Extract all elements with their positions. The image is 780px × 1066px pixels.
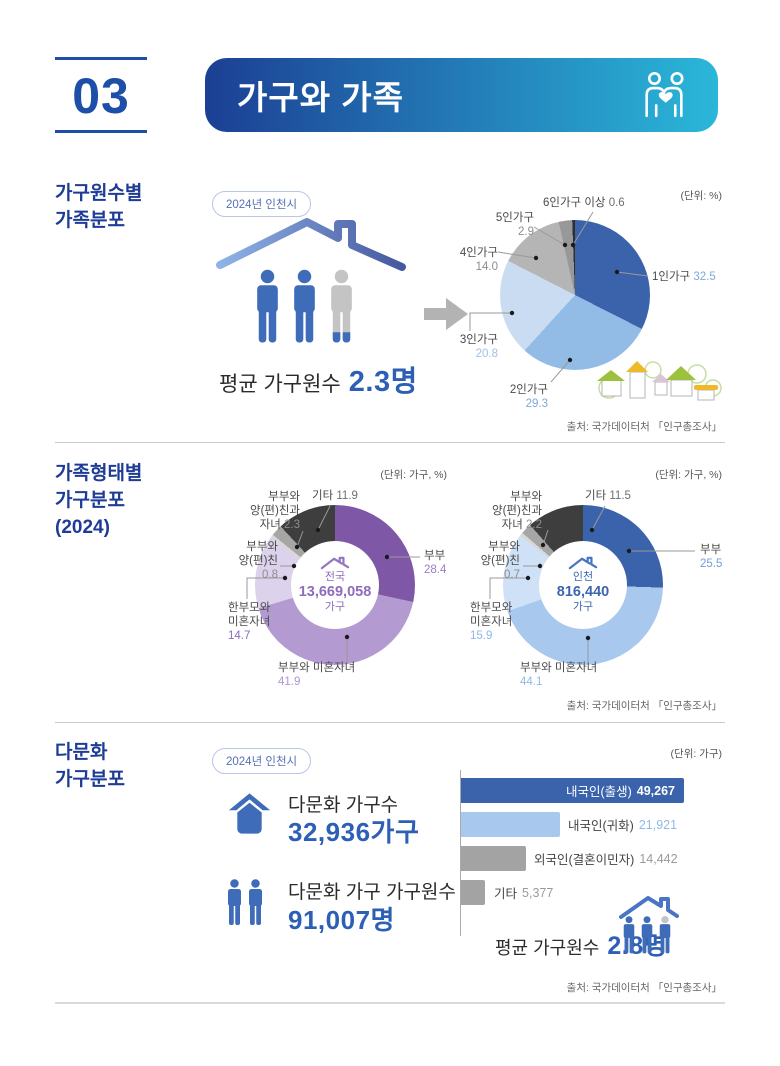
divider [55,1002,725,1004]
multicultural-members-label: 다문화 가구 가구원수 [288,882,456,903]
bar-label-foreign-marriage: 외국인(결혼이민자) 14,442 [534,851,678,868]
pie-label-2: 2인가구 29.3 [509,384,548,410]
section-number: 03 [72,68,130,124]
donut2-label-single-parent: 한부모와 미혼자녀 15.9 [470,602,513,642]
pie-label-3: 3인가구 20.8 [459,334,498,360]
section3-unit: (단위: 가구) [670,748,722,760]
avg-label: 평균 가구원수 [219,373,341,396]
bar-chart-axis [460,770,461,936]
section1-year-badge: 2024년 인천시 [212,191,312,217]
person-blue-icon [641,916,653,954]
donut2-label-couple-parents-children: 부부와 양(편)친과 자녀 2.2 [492,491,542,531]
section2-unit-left: (단위: 가구, %) [380,469,447,481]
mini-house-roof-icon [619,896,679,919]
section1-source: 출처: 국가데이터처 「인구총조사」 [566,421,722,433]
household-size-pie-chart [500,220,650,370]
section2-unit-right: (단위: 가구, %) [655,469,722,481]
donut-center-incheon: 인천 816,440 가구 [539,541,627,629]
section1-unit: (단위: %) [680,190,722,202]
donut2-label-couple-children: 부부와 미혼자녀 44.1 [520,662,598,688]
donut1-label-couple-parents-children: 부부와 양(편)친과 자녀 2.3 [250,491,300,531]
section3-source: 출처: 국가데이터처 「인구총조사」 [566,982,722,994]
section2-source: 출처: 국가데이터처 「인구총조사」 [566,700,722,712]
pie-label-6: 6인가구 이상 0.6 [543,197,625,209]
family-heart-icon [638,70,690,125]
two-people-icon [228,879,262,925]
family-type-donut-incheon: 인천 816,440 가구 [503,505,663,665]
bar-foreign-marriage [461,846,526,871]
section3-year-badge: 2024년 인천시 [212,748,312,774]
avg-household-size: 평균 가구원수 2.3명 [219,358,418,400]
divider [55,722,725,723]
pie-label-1: 1인가구 32.5 [652,271,716,283]
avg-multicultural-size: 평균 가구원수 2.8명 [495,926,667,962]
donut1-label-couple-parents: 부부와 양(편)친 0.8 [238,541,278,581]
bar-label-etc: 기타 5,377 [494,885,554,902]
bar-label-native-born: 내국인(출생) 49,267 [565,783,675,800]
bar-native-born: 내국인(출생) 49,267 [461,778,684,803]
header-rule-top [55,57,147,60]
person-blue-icon [623,916,635,954]
person-blue-icon [257,269,278,343]
pie-label-4: 4인가구 14.0 [459,247,498,273]
header-rule-bottom [55,130,147,133]
avg-value: 2.3명 [348,366,418,398]
donut2-label-couple: 부부 25.5 [700,544,723,570]
arrow-right-icon [424,298,468,330]
bar-label-naturalized: 내국인(귀화) 21,921 [568,817,678,834]
donut1-label-etc: 기타 11.9 [312,490,358,502]
section1-title: 가구원수별 가족분포 [55,183,143,231]
house-roof-illustration [216,218,406,271]
header-title-bar: 가구와 가족 [205,58,718,132]
avg-label: 평균 가구원수 [495,938,600,958]
mini-roof-icon [320,556,350,570]
section3-title: 다문화 가구분포 [55,742,125,790]
avg-value: 2.8명 [607,932,668,960]
divider [55,442,725,443]
houses-decoration [597,361,722,401]
donut1-label-couple: 부부 28.4 [424,550,447,576]
donut2-label-couple-parents: 부부와 양(편)친 0.7 [480,541,520,581]
mini-roof-icon [568,556,598,570]
house-icon [228,793,271,834]
pie-label-5: 5인가구 2.9 [495,212,534,238]
section2-title: 가족형태별 가구분포 (2024) [55,463,143,538]
donut1-label-single-parent: 한부모와 미혼자녀 14.7 [228,602,271,642]
person-partial-icon [328,260,355,355]
bar-etc [461,880,485,905]
donut1-label-couple-children: 부부와 미혼자녀 41.9 [278,662,356,688]
person-gray-head-icon [658,916,672,955]
donut2-label-etc: 기타 11.5 [585,490,631,502]
donut-center-national: 전국 13,669,058 가구 [291,541,379,629]
multicultural-households-label: 다문화 가구수 [288,795,399,816]
bar-naturalized [461,812,560,837]
multicultural-members-value: 91,007명 [288,905,395,935]
page-title: 가구와 가족 [237,79,404,116]
person-blue-icon [294,269,315,343]
multicultural-households-value: 32,936가구 [288,817,420,847]
